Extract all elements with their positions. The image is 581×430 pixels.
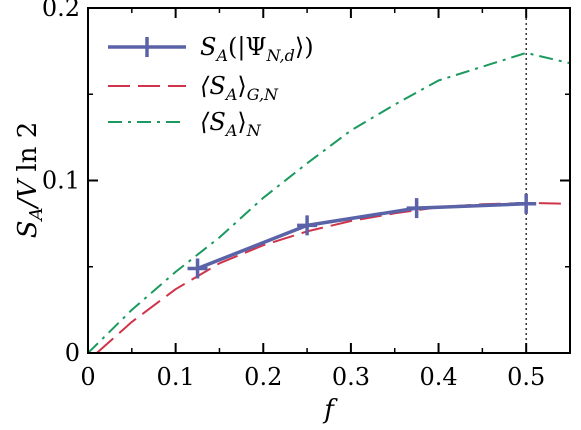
y-axis-title: SA/V ln 2 — [13, 122, 47, 239]
x-tick-label: 0.4 — [419, 363, 457, 391]
legend-item: SA(|ΨN,d⟩) — [108, 33, 314, 65]
axes: 0 0.1 0.2 0.3 0.4 0.5 0 0.1 0.2 — [42, 0, 571, 391]
x-tick-label: 0 — [80, 363, 95, 391]
data-point — [297, 215, 318, 236]
y-axis-title-rest: /V — [13, 178, 43, 211]
y-tick-label: 0.1 — [42, 167, 80, 195]
y-axis-title-sub: A — [26, 207, 47, 222]
legend-label: ⟨SA⟩N — [200, 108, 262, 140]
x-tick-label: 0.3 — [332, 363, 370, 391]
y-axis-title-ln: ln 2 — [13, 122, 43, 180]
legend-label: SA(|ΨN,d⟩) — [200, 33, 314, 65]
data-point — [516, 193, 537, 214]
legend-item: ⟨SA⟩N — [108, 108, 262, 140]
legend-item: ⟨SA⟩G,N — [108, 72, 279, 104]
y-axis-title-s: S — [13, 220, 43, 238]
series-line-2 — [88, 51, 570, 353]
x-tick-label: 0.1 — [157, 363, 195, 391]
x-axis-title: f — [322, 395, 338, 425]
series-line-0 — [196, 202, 527, 271]
x-tick-label: 0.5 — [507, 363, 545, 391]
data-point — [406, 198, 427, 219]
plot-area — [88, 8, 570, 353]
data-point — [187, 258, 208, 279]
y-tick-label: 0.2 — [42, 0, 80, 22]
legend-label: ⟨SA⟩G,N — [200, 72, 279, 104]
legend: SA(|ΨN,d⟩) ⟨SA⟩G,N ⟨SA⟩N — [108, 33, 314, 140]
plot-frame — [87, 7, 571, 354]
y-tick-label: 0 — [65, 339, 80, 367]
x-tick-label: 0.2 — [244, 363, 282, 391]
